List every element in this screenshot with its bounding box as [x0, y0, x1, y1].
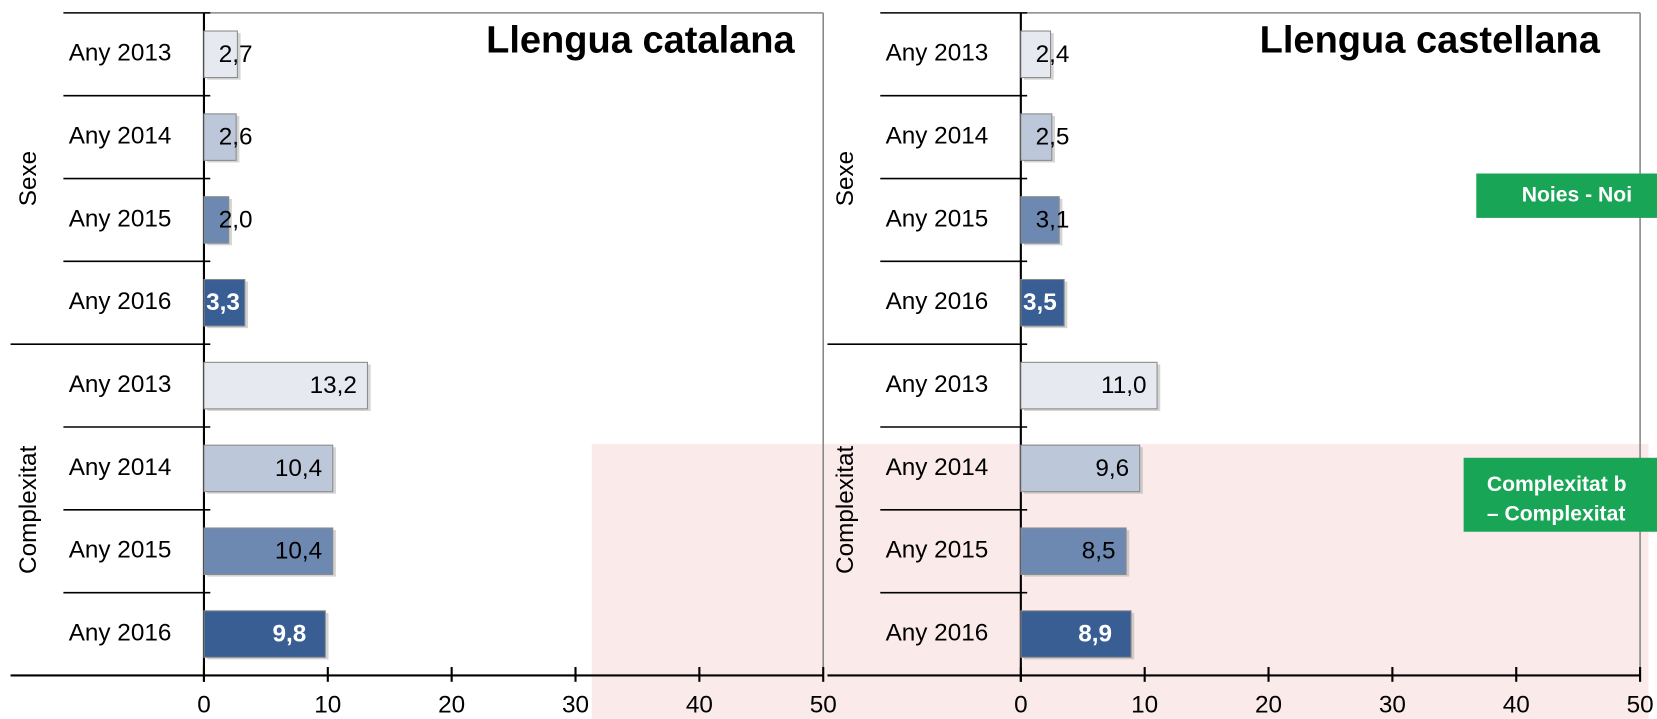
x-tick-label: 20: [1255, 692, 1282, 719]
x-tick-label: 20: [438, 692, 465, 719]
value-label: 8,5: [1082, 538, 1116, 565]
category-label: Any 2016: [886, 619, 989, 646]
category-label: Any 2016: [69, 619, 172, 646]
category-label: Any 2015: [886, 537, 989, 564]
category-label: Any 2014: [69, 454, 172, 481]
value-label: 2,0: [219, 206, 253, 233]
value-label: 10,4: [275, 455, 322, 482]
x-tick-label: 40: [686, 692, 713, 719]
value-label: 3,1: [1036, 206, 1070, 233]
x-tick-label: 40: [1503, 692, 1530, 719]
bar: [1020, 610, 1132, 658]
x-tick-label: 30: [1379, 692, 1406, 719]
category-label: Any 2014: [69, 123, 172, 150]
annotation: Noies - Noi: [1522, 183, 1632, 206]
annotation-box: [1476, 173, 1657, 218]
category-label: Any 2014: [886, 454, 989, 481]
x-tick-label: 30: [562, 692, 589, 719]
x-tick-label: 10: [314, 692, 341, 719]
value-label: 11,0: [1101, 372, 1147, 399]
group-label: Complexitat: [832, 445, 859, 574]
group-label: Complexitat: [15, 445, 42, 574]
category-label: Any 2015: [69, 205, 172, 232]
category-label: Any 2015: [886, 205, 989, 232]
bar: [203, 196, 230, 244]
category-label: Any 2013: [886, 371, 989, 398]
category-label: Any 2013: [886, 40, 989, 67]
x-tick-label: 10: [1131, 692, 1158, 719]
value-label: 2,7: [219, 41, 253, 68]
bar: [203, 278, 246, 327]
chart-title: Llengua catalana: [486, 20, 795, 62]
value-label: 2,5: [1036, 124, 1070, 151]
annotation: Complexitat b: [1487, 473, 1627, 496]
x-tick-label: 0: [197, 692, 211, 719]
category-label: Any 2016: [886, 288, 989, 315]
bar: [203, 527, 334, 576]
value-label: 2,4: [1036, 41, 1070, 68]
x-tick-label: 0: [1014, 692, 1028, 719]
value-label: 9,8: [273, 621, 307, 648]
bar: [203, 610, 326, 658]
bar: [1020, 113, 1053, 161]
value-label: 3,3: [206, 289, 240, 316]
category-label: Any 2015: [69, 537, 172, 564]
value-label: 8,9: [1078, 621, 1112, 648]
annotation-box: [1463, 457, 1657, 532]
bar: [203, 30, 238, 79]
bar: [203, 113, 237, 161]
group-label: Sexe: [15, 151, 42, 206]
category-label: Any 2014: [886, 123, 989, 150]
category-label: Any 2013: [69, 371, 172, 398]
bar: [1020, 196, 1060, 244]
x-tick-label: 50: [1627, 692, 1654, 719]
group-label: Sexe: [832, 151, 859, 206]
x-tick-label: 50: [810, 692, 837, 719]
value-label: 9,6: [1095, 455, 1129, 482]
category-label: Any 2013: [69, 40, 172, 67]
category-label: Any 2016: [69, 288, 172, 315]
value-label: 13,2: [310, 372, 357, 399]
value-label: 2,6: [219, 124, 253, 151]
chart-title: Llengua castellana: [1260, 20, 1601, 62]
bar: [203, 361, 368, 410]
bar: [1020, 278, 1065, 327]
bar: [1020, 444, 1141, 493]
value-label: 3,5: [1023, 289, 1057, 316]
bar: [1020, 361, 1158, 410]
bar: [1020, 527, 1127, 576]
annotation: – Complexitat: [1487, 502, 1626, 525]
value-label: 10,4: [275, 538, 322, 565]
bar: [1020, 30, 1052, 79]
bar: [203, 444, 334, 493]
